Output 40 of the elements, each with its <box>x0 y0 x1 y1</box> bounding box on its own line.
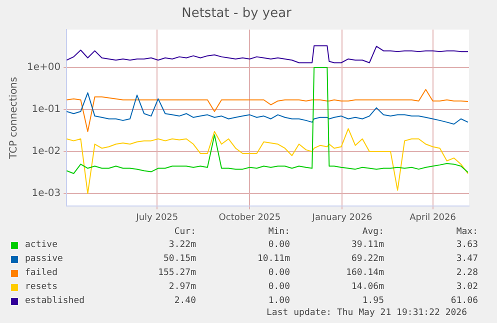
text: Avg: <box>361 226 385 238</box>
legend-label: resets <box>24 281 59 294</box>
y-tick-label: 1e-02 <box>32 146 61 158</box>
text: 10.11m <box>256 253 291 266</box>
text: Min: <box>267 226 291 238</box>
text: 1.00 <box>267 295 291 308</box>
text: 69.22m <box>350 253 385 266</box>
text: Cur: <box>173 226 197 238</box>
text: 2.97m <box>168 281 197 294</box>
text: 50.15m <box>162 253 197 266</box>
text: Max: <box>455 226 479 238</box>
x-tick-label: April 2026 <box>410 212 456 223</box>
legend-label: failed <box>24 267 59 280</box>
legend-label: passive <box>24 253 64 266</box>
legend-label: active <box>24 239 59 252</box>
text: 3.02 <box>455 281 479 294</box>
text: 14.06m <box>350 281 385 294</box>
text: 0.00 <box>267 239 291 252</box>
y-tick-label: 1e-03 <box>32 188 61 200</box>
text: 2.40 <box>173 295 197 308</box>
text: 3.22m <box>168 239 197 252</box>
x-tick-label: July 2025 <box>135 212 178 223</box>
text: 39.11m <box>350 239 385 252</box>
x-tick-label: January 2026 <box>311 212 372 223</box>
text: 61.06 <box>450 295 479 308</box>
text: 1.95 <box>361 295 385 308</box>
y-axis-title: TCP connections <box>8 76 20 160</box>
y-tick-label: 1e+00 <box>26 62 61 74</box>
y-tick-label: 1e-01 <box>32 104 61 116</box>
text: 160.14m <box>345 267 385 280</box>
text: 0.00 <box>267 267 291 280</box>
text: 3.63 <box>455 239 479 252</box>
legend-label: established <box>24 295 86 308</box>
text: 0.00 <box>267 281 291 294</box>
text: 155.27m <box>157 267 197 280</box>
x-tick-label: October 2025 <box>218 212 281 223</box>
text: Last update: Thu May 21 19:31:22 2026 <box>266 308 468 318</box>
text: 2.28 <box>455 267 479 280</box>
text: 3.47 <box>455 253 479 266</box>
chart-title: Netstat - by year <box>182 6 292 22</box>
